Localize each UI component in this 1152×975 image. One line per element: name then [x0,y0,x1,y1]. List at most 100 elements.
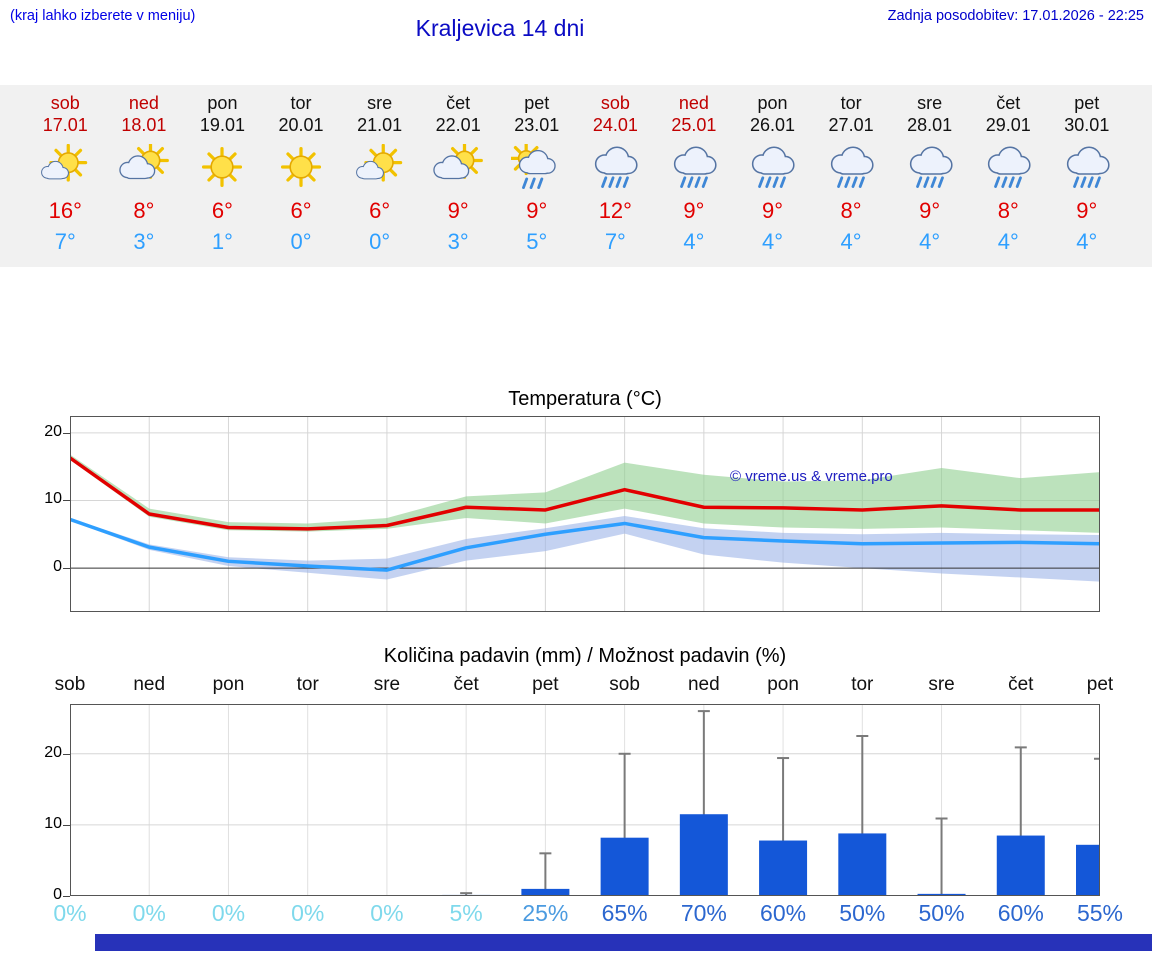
precip-probability: 60% [760,900,807,926]
low-temp: 4° [919,229,941,254]
rain-icon [988,146,1031,188]
forecast-day[interactable]: sob 24.01 12° 7° [576,85,655,267]
day-date: 27.01 [828,115,874,135]
forecast-day[interactable]: čet 22.01 9° 3° [419,85,498,267]
precip-probability: 60% [997,900,1044,926]
precip-ytick-mark [63,896,70,897]
precip-bar [838,833,887,896]
weather-icon [890,139,969,195]
rain-icon [752,146,796,188]
forecast-day[interactable]: pon 26.01 9° 4° [733,85,812,267]
sun-icon [202,146,243,188]
weather-icon [26,139,105,195]
low-temp: 4° [997,229,1019,254]
precip-probability: 0% [291,900,325,926]
rain-icon [595,146,638,188]
forecast-day[interactable]: ned 18.01 8° 3° [105,85,184,267]
forecast-day[interactable]: pet 30.01 9° 4° [1048,85,1127,267]
high-temp: 9° [447,198,469,223]
forecast-day[interactable]: sre 21.01 6° 0° [340,85,419,267]
weather-icon [497,139,576,195]
precip-probability: 0% [132,900,166,926]
weather-icon [183,139,262,195]
temperature-plot [70,416,1100,612]
rain-icon [1066,146,1110,188]
day-name: pon [207,93,238,113]
sun-small-cloud-icon [41,144,88,182]
day-date: 23.01 [514,115,560,135]
forecast-day[interactable]: tor 27.01 8° 4° [812,85,891,267]
day-name: sob [600,93,630,113]
low-temp: 1° [211,229,233,254]
precip-bar [759,840,808,896]
high-temp: 6° [290,198,312,223]
temp-min-range-band [70,516,1100,582]
precip-day-labels: sob ned pon tor sre čet pet sob ned pon tor sre čet p… [0,674,1152,700]
precip-day-label: ned [687,674,720,695]
location-menu-note: (kraj lahko izberete v meniju) [10,8,196,24]
day-name: pet [524,93,550,113]
precip-day-label: pet [532,674,559,695]
day-date: 30.01 [1064,115,1110,135]
precipitation-plot [70,704,1100,896]
day-name: čet [996,93,1021,113]
low-temp: 4° [683,229,705,254]
precipitation-chart-title: Količina padavin (mm) / Možnost padavin … [383,645,787,667]
forecast-day[interactable]: pet 23.01 9° 5° [497,85,576,267]
weather-icon [812,139,891,195]
precip-probability: 0% [53,900,87,926]
precip-probability: 50% [839,900,886,926]
weather-icon [969,139,1048,195]
day-date: 18.01 [121,115,167,135]
sun-rain-icon [510,144,556,189]
precip-day-label: čet [453,674,479,695]
forecast-day[interactable]: sre 28.01 9° 4° [890,85,969,267]
forecast-day[interactable]: pon 19.01 6° 1° [183,85,262,267]
forecast-day[interactable]: sob 17.01 16° 7° [26,85,105,267]
day-name: sob [50,93,80,113]
temp-ytick-label: 0 [53,558,62,576]
forecast-strip: sob 17.01 16° 7° ned 18.01 8° 3° pon 19.01 6° 1° tor… [0,85,1152,267]
precip-probability: 25% [522,900,569,926]
low-temp: 3° [133,229,155,254]
precip-day-label: sre [373,674,401,695]
precip-probability: 5% [449,900,483,926]
page-title: Kraljevica 14 dni [415,15,585,41]
weather-icon [576,139,655,195]
high-temp: 9° [683,198,705,223]
temp-ytick-mark [63,500,70,502]
day-name: ned [678,93,709,113]
low-temp: 4° [761,229,784,254]
weather-icon [419,139,498,195]
temperature-chart: © vreme.us & vreme.pro 0 10 20 [44,416,1100,612]
weather-icon [1048,139,1127,195]
forecast-day[interactable]: tor 20.01 6° 0° [262,85,341,267]
watermark: © vreme.us & vreme.pro [730,468,893,485]
sun-cloud-icon [119,144,169,180]
precip-day-label: tor [296,674,319,695]
high-temp: 6° [211,198,233,223]
day-name: tor [840,93,862,113]
precipitation-chart: 0 10 20 [44,704,1100,903]
high-temp: 8° [997,198,1019,223]
precip-bar [521,888,570,896]
low-temp: 4° [1076,229,1098,254]
high-temp: 9° [761,198,784,223]
day-date: 29.01 [985,115,1031,135]
high-temp: 16° [48,198,82,223]
precip-probability: 0% [211,900,246,926]
sun-cloud-icon [433,144,484,180]
precip-probability: 50% [918,900,965,926]
low-temp: 7° [604,229,626,254]
forecast-day[interactable]: ned 25.01 9° 4° [655,85,734,267]
forecast-day[interactable]: čet 29.01 8° 4° [969,85,1048,267]
precip-probability: 65% [601,900,648,926]
temp-max-range-band [70,454,1100,533]
precip-day-label: sre [928,674,955,695]
day-date: 21.01 [357,115,403,135]
low-temp: 0° [369,229,391,254]
weather-icon [340,139,419,195]
precip-day-label: pon [212,674,245,695]
day-date: 17.01 [42,115,88,135]
day-date: 28.01 [907,115,953,135]
